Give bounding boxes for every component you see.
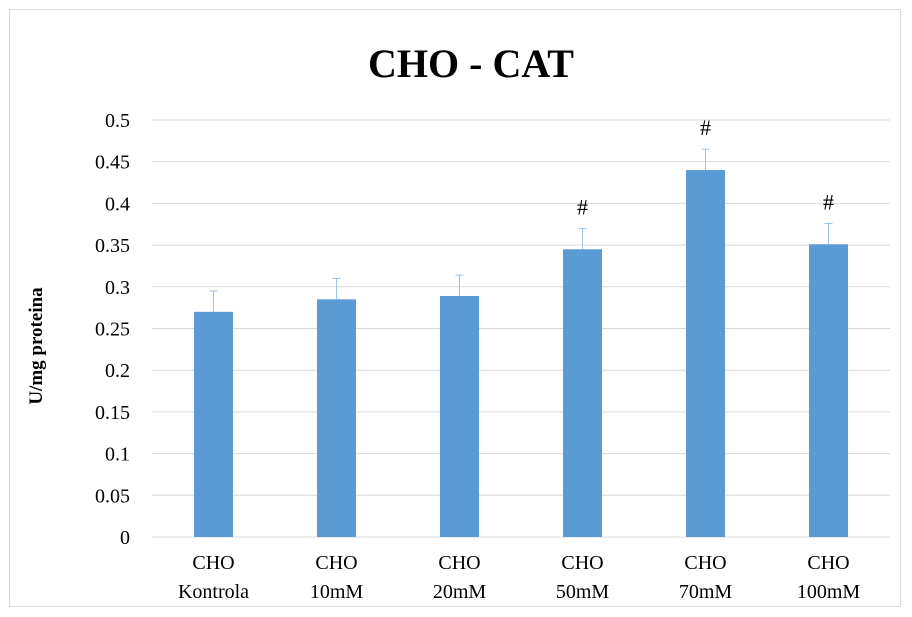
x-axis-ticks: CHO Kontrola CHO 10mM CHO 20mM CHO 50mM CHO 70mM C… xyxy=(178,552,860,603)
x-tick-label: CHO xyxy=(315,552,357,574)
y-tick-label: 0 xyxy=(120,527,130,549)
x-tick-label: CHO xyxy=(807,552,849,574)
y-tick-label: 0.45 xyxy=(95,152,130,174)
x-tick-label: 100mM xyxy=(797,581,861,603)
error-bars xyxy=(209,148,833,312)
y-tick-label: 0.1 xyxy=(105,444,130,466)
y-tick-label: 0.2 xyxy=(105,360,130,382)
bar xyxy=(809,244,848,538)
x-tick-label: 10mM xyxy=(310,581,364,603)
bar xyxy=(563,249,602,537)
x-tick-label: 20mM xyxy=(433,581,487,603)
significance-marker: # xyxy=(700,115,711,140)
significance-marker: # xyxy=(577,194,588,219)
y-axis-ticks: 0 0.05 0.1 0.15 0.2 0.25 0.3 0.35 0.4 0.45 0.5 xyxy=(95,110,130,549)
x-tick-label: Kontrola xyxy=(178,581,249,603)
y-tick-label: 0.3 xyxy=(105,277,130,299)
y-tick-label: 0.25 xyxy=(95,319,130,341)
x-tick-label: 50mM xyxy=(556,581,610,603)
x-tick-label: CHO xyxy=(192,552,234,574)
bar xyxy=(317,299,356,537)
y-tick-label: 0.05 xyxy=(95,485,130,507)
annotations: # # # xyxy=(577,115,834,219)
x-tick-label: CHO xyxy=(561,552,603,574)
bar xyxy=(440,295,479,537)
bar xyxy=(194,311,233,537)
chart-title: CHO - CAT xyxy=(368,41,574,86)
y-tick-label: 0.5 xyxy=(105,110,130,132)
y-tick-label: 0.15 xyxy=(95,402,130,424)
bar xyxy=(686,170,725,538)
y-tick-label: 0.35 xyxy=(95,235,130,257)
chart-frame: CHO - CAT 0 0.05 0.1 0.15 0.2 0.25 0.3 0.35 0.4 0… xyxy=(9,9,901,607)
bar-chart: CHO - CAT 00.050.10.150.20.250.30.350.40… xyxy=(26,41,890,603)
y-axis-label: U/mg proteina xyxy=(26,287,47,405)
significance-marker: # xyxy=(823,189,834,214)
x-tick-label: CHO xyxy=(438,552,480,574)
bars xyxy=(194,170,848,538)
x-tick-label: 70mM xyxy=(679,581,733,603)
gridlines xyxy=(152,119,890,538)
x-tick-label: CHO xyxy=(684,552,726,574)
y-tick-label: 0.4 xyxy=(105,193,130,215)
